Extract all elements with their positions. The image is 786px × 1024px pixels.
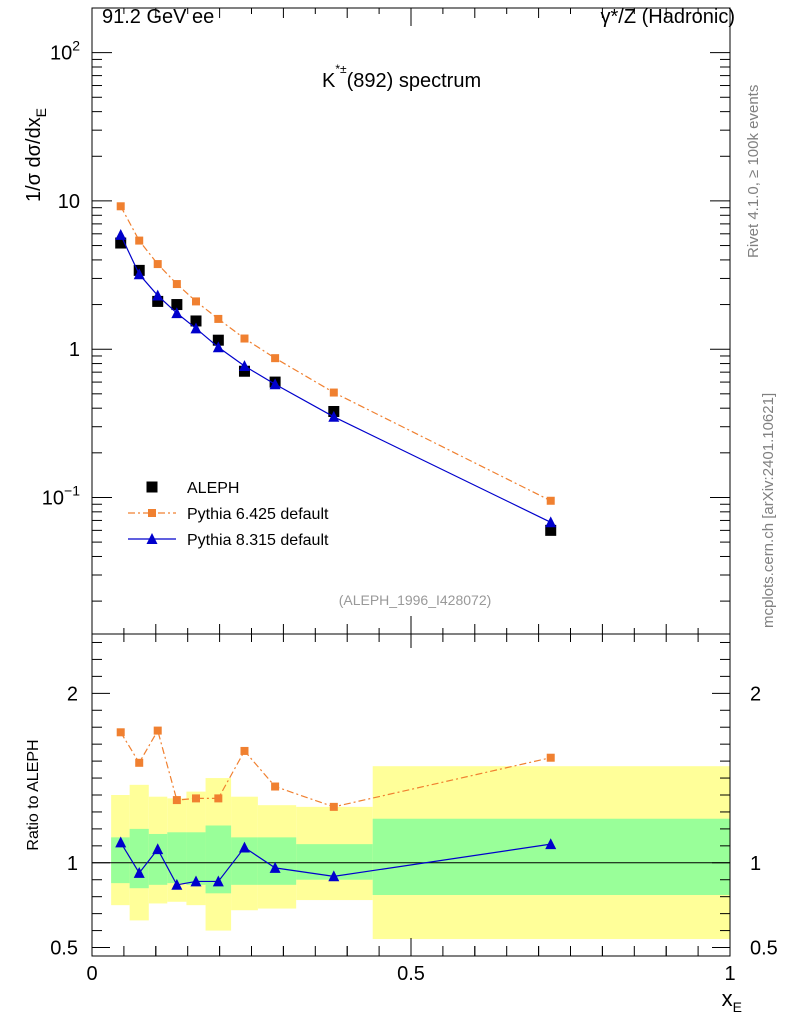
main-pythia-6-425-default-point — [329, 388, 338, 397]
ratio-y-axis-label: Ratio to ALEPH — [25, 739, 42, 850]
ratio-pythia-8-315-default-point — [152, 843, 164, 855]
main-pythia-6-425-default-point — [135, 236, 144, 245]
ratio-y-tick-label-right-2: 2 — [750, 683, 761, 705]
ratio-pythia-8-315-default-point — [133, 867, 145, 878]
main-pythia-6-425-default-series — [116, 202, 555, 505]
ratio-pythia-8-315-default-point — [212, 875, 224, 887]
ratio-inner-band-4 — [186, 832, 206, 885]
ratio-pythia-8-315-default-point — [190, 875, 202, 887]
ratio-pythia-6-425-default-point — [214, 794, 223, 803]
ratio-inner-band-2 — [148, 833, 168, 885]
main-y-axis-label: 1/σ dσ/dxE — [23, 108, 49, 202]
legend-pythia-6-425-default-label: Pythia 6.425 default — [187, 506, 329, 523]
ratio-pythia-6-425-default-point — [271, 782, 280, 791]
ratio-pythia-6-425-default-point — [329, 802, 338, 811]
main-y-tick-label-2: 10 — [58, 191, 80, 213]
main-pythia-6-425-default-point — [172, 280, 181, 289]
legend-pythia-8-315-default-marker — [146, 533, 158, 544]
x-tick-label-0: 0 — [86, 963, 97, 985]
rivet-version-label: Rivet 4.1.0, ≥ 100k events — [745, 84, 762, 258]
ratio-pythia-6-425-default-point — [240, 746, 249, 755]
ratio-pythia-8-315-default-point — [171, 878, 183, 890]
legend-pythia-6-425-default-marker — [148, 509, 156, 517]
legend-aleph-label: ALEPH — [187, 480, 239, 497]
main-pythia-6-425-default-point — [116, 202, 125, 211]
ratio-y-tick-label-right-1: 1 — [750, 853, 761, 875]
main-aleph-point — [171, 299, 183, 311]
mcplots-source-label: mcplots.cern.ch [arXiv:2401.10621] — [760, 392, 777, 628]
ratio-y-tick-label-2: 2 — [67, 683, 78, 705]
x-axis-label: xE — [722, 986, 742, 1015]
ratio-inner-band-1 — [129, 828, 149, 889]
main-pythia-8-315-default-point — [269, 378, 281, 390]
main-aleph-point — [190, 315, 202, 327]
ratio-pythia-6-425-default-point — [135, 758, 144, 767]
x-tick-label-1: 0.5 — [397, 963, 425, 985]
ratio-pythia-8-315-default-series — [115, 836, 557, 890]
ratio-inner-band-3 — [167, 832, 187, 884]
ratio-pythia-8-315-default-point — [115, 836, 127, 848]
main-aleph-point — [152, 295, 164, 307]
main-pythia-8-315-default-point — [115, 228, 127, 240]
ratio-pythia-6-425-default-point — [116, 728, 125, 737]
main-aleph-point — [238, 365, 250, 377]
main-pythia-8-315-default-point — [133, 268, 145, 280]
main-pythia-8-315-default-point — [238, 360, 250, 371]
x-tick-label-2: 1 — [724, 963, 735, 985]
ratio-inner-band-7 — [257, 837, 297, 885]
main-pythia-6-425-default-point — [191, 297, 200, 306]
main-y-tick-label-0: 10−1 — [42, 482, 80, 509]
ratio-pythia-6-425-default-point — [546, 753, 555, 762]
ratio-pythia-6-425-default-line — [120, 729, 551, 808]
main-pythia-8-315-default-point — [212, 341, 224, 353]
main-pythia-6-425-default-point — [153, 260, 162, 269]
main-pythia-6-425-default-line — [120, 205, 551, 502]
header-left-label: 91.2 GeV ee — [102, 6, 215, 28]
main-pythia-8-315-default-line — [120, 234, 551, 523]
main-y-tick-label-1: 1 — [69, 339, 80, 361]
main-pythia-8-315-default-point — [545, 516, 557, 528]
ratio-pythia-8-315-default-point — [269, 861, 281, 873]
main-aleph-point — [212, 334, 224, 346]
main-aleph-point — [545, 524, 557, 536]
main-pythia-6-425-default-point — [240, 334, 249, 343]
ratio-inner-band-9 — [372, 818, 730, 895]
main-aleph-series — [115, 237, 557, 536]
ratio-y-tick-label-right-0: 0.5 — [750, 938, 778, 960]
ratio-pythia-6-425-default-point — [191, 794, 200, 803]
main-pythia-6-425-default-point — [271, 354, 280, 363]
main-pythia-8-315-default-point — [171, 307, 183, 319]
ratio-pythia-8-315-default-point — [545, 838, 557, 850]
main-aleph-point — [115, 237, 127, 249]
legend-aleph-marker — [146, 481, 158, 493]
ratio-pythia-8-315-default-point — [328, 870, 340, 882]
main-pythia-8-315-default-series — [115, 228, 557, 528]
ratio-y-tick-label-0: 0.5 — [50, 938, 78, 960]
main-pythia-8-315-default-point — [190, 322, 202, 334]
main-pythia-6-425-default-point — [546, 496, 555, 505]
main-pythia-6-425-default-point — [214, 314, 223, 323]
main-pythia-8-315-default-point — [328, 410, 340, 422]
header-right-label: γ*/Z (Hadronic) — [600, 6, 735, 28]
ratio-pythia-8-315-default-line — [120, 842, 551, 886]
main-y-tick-label-3: 102 — [50, 38, 80, 65]
chart-title: K*±(892) spectrum — [322, 62, 481, 92]
ratio-pythia-8-315-default-point — [238, 841, 250, 853]
analysis-label: (ALEPH_1996_I428072) — [339, 592, 492, 608]
ratio-y-tick-label-1: 1 — [67, 853, 78, 875]
ratio-pythia-6-425-default-point — [172, 796, 181, 805]
ratio-pythia-6-425-default-point — [153, 726, 162, 735]
main-pythia-8-315-default-point — [152, 289, 164, 301]
legend-pythia-8-315-default-label: Pythia 8.315 default — [187, 532, 329, 549]
ratio-pythia-6-425-default-series — [116, 726, 555, 811]
